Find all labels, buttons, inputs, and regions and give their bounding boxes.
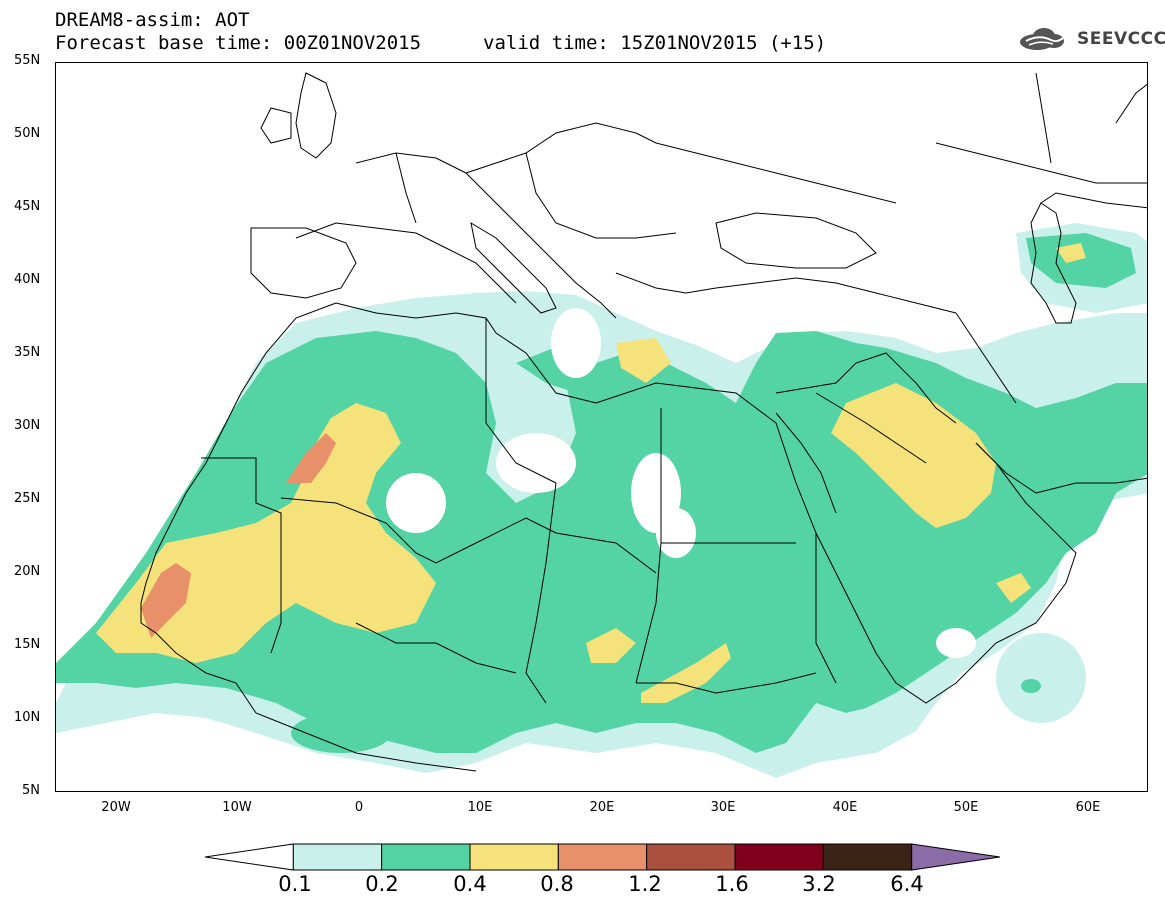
lon-label-10w: 10W bbox=[222, 800, 252, 815]
colorbar-swatch-3 bbox=[469, 843, 559, 871]
lon-label-60e: 60E bbox=[1075, 800, 1101, 815]
lat-label-30n: 30N bbox=[14, 418, 41, 433]
valid-time: valid time: 15Z01NOV2015 (+15) bbox=[483, 32, 827, 54]
lat-label-35n: 35N bbox=[14, 345, 41, 360]
lat-label-55n: 55N bbox=[14, 53, 41, 68]
legend-level-0.4: 0.4 bbox=[453, 872, 487, 896]
lat-label-20n: 20N bbox=[14, 564, 41, 579]
cloud-icon bbox=[1020, 28, 1064, 50]
lat-label-45n: 45N bbox=[14, 199, 41, 214]
logo-text: SEEVCCC bbox=[1077, 29, 1165, 49]
legend-level-1.6: 1.6 bbox=[715, 872, 749, 896]
colorbar-swatch-1 bbox=[292, 843, 383, 871]
legend-level-1.2: 1.2 bbox=[628, 872, 662, 896]
forecast-base-time: Forecast base time: 00Z01NOV2015 bbox=[55, 32, 422, 54]
seevccc-logo: SEEVCCC bbox=[1017, 26, 1165, 52]
colorbar-swatch-8 bbox=[911, 843, 1000, 871]
colorbar-swatch-2 bbox=[381, 843, 471, 871]
lon-label-10e: 10E bbox=[467, 800, 493, 815]
legend-level-3.2: 3.2 bbox=[802, 872, 836, 896]
lat-label-25n: 25N bbox=[14, 491, 41, 506]
legend-level-0.2: 0.2 bbox=[365, 872, 399, 896]
legend-level-0.1: 0.1 bbox=[278, 872, 312, 896]
lon-label-0: 0 bbox=[354, 800, 364, 815]
aot-0.8-1.2-field bbox=[141, 433, 336, 638]
lat-label-50n: 50N bbox=[14, 126, 41, 141]
lat-label-15n: 15N bbox=[14, 637, 41, 652]
lat-label-40n: 40N bbox=[14, 272, 41, 287]
colorbar-swatch-5 bbox=[646, 843, 736, 871]
colorbar-swatch-0 bbox=[205, 843, 294, 871]
colorbar-swatch-4 bbox=[557, 843, 648, 871]
lon-label-30e: 30E bbox=[710, 800, 736, 815]
lon-label-20w: 20W bbox=[101, 800, 131, 815]
lon-label-50e: 50E bbox=[953, 800, 979, 815]
aot-map bbox=[56, 72, 1147, 778]
aot-colorbar bbox=[205, 843, 1000, 871]
aot-below-0.1-patches bbox=[386, 308, 976, 658]
lat-label-5n: 5N bbox=[22, 783, 40, 798]
coastlines-borders bbox=[140, 72, 1147, 772]
legend-level-6.4: 6.4 bbox=[890, 872, 924, 896]
colorbar-swatch-7 bbox=[822, 843, 913, 871]
map-title: DREAM8-assim: AOT bbox=[55, 9, 250, 31]
colorbar-swatch-6 bbox=[734, 843, 824, 871]
lon-label-20e: 20E bbox=[589, 800, 615, 815]
legend-level-0.8: 0.8 bbox=[540, 872, 574, 896]
lon-label-40e: 40E bbox=[832, 800, 858, 815]
lat-label-10n: 10N bbox=[14, 710, 41, 725]
map-panel bbox=[55, 62, 1148, 792]
